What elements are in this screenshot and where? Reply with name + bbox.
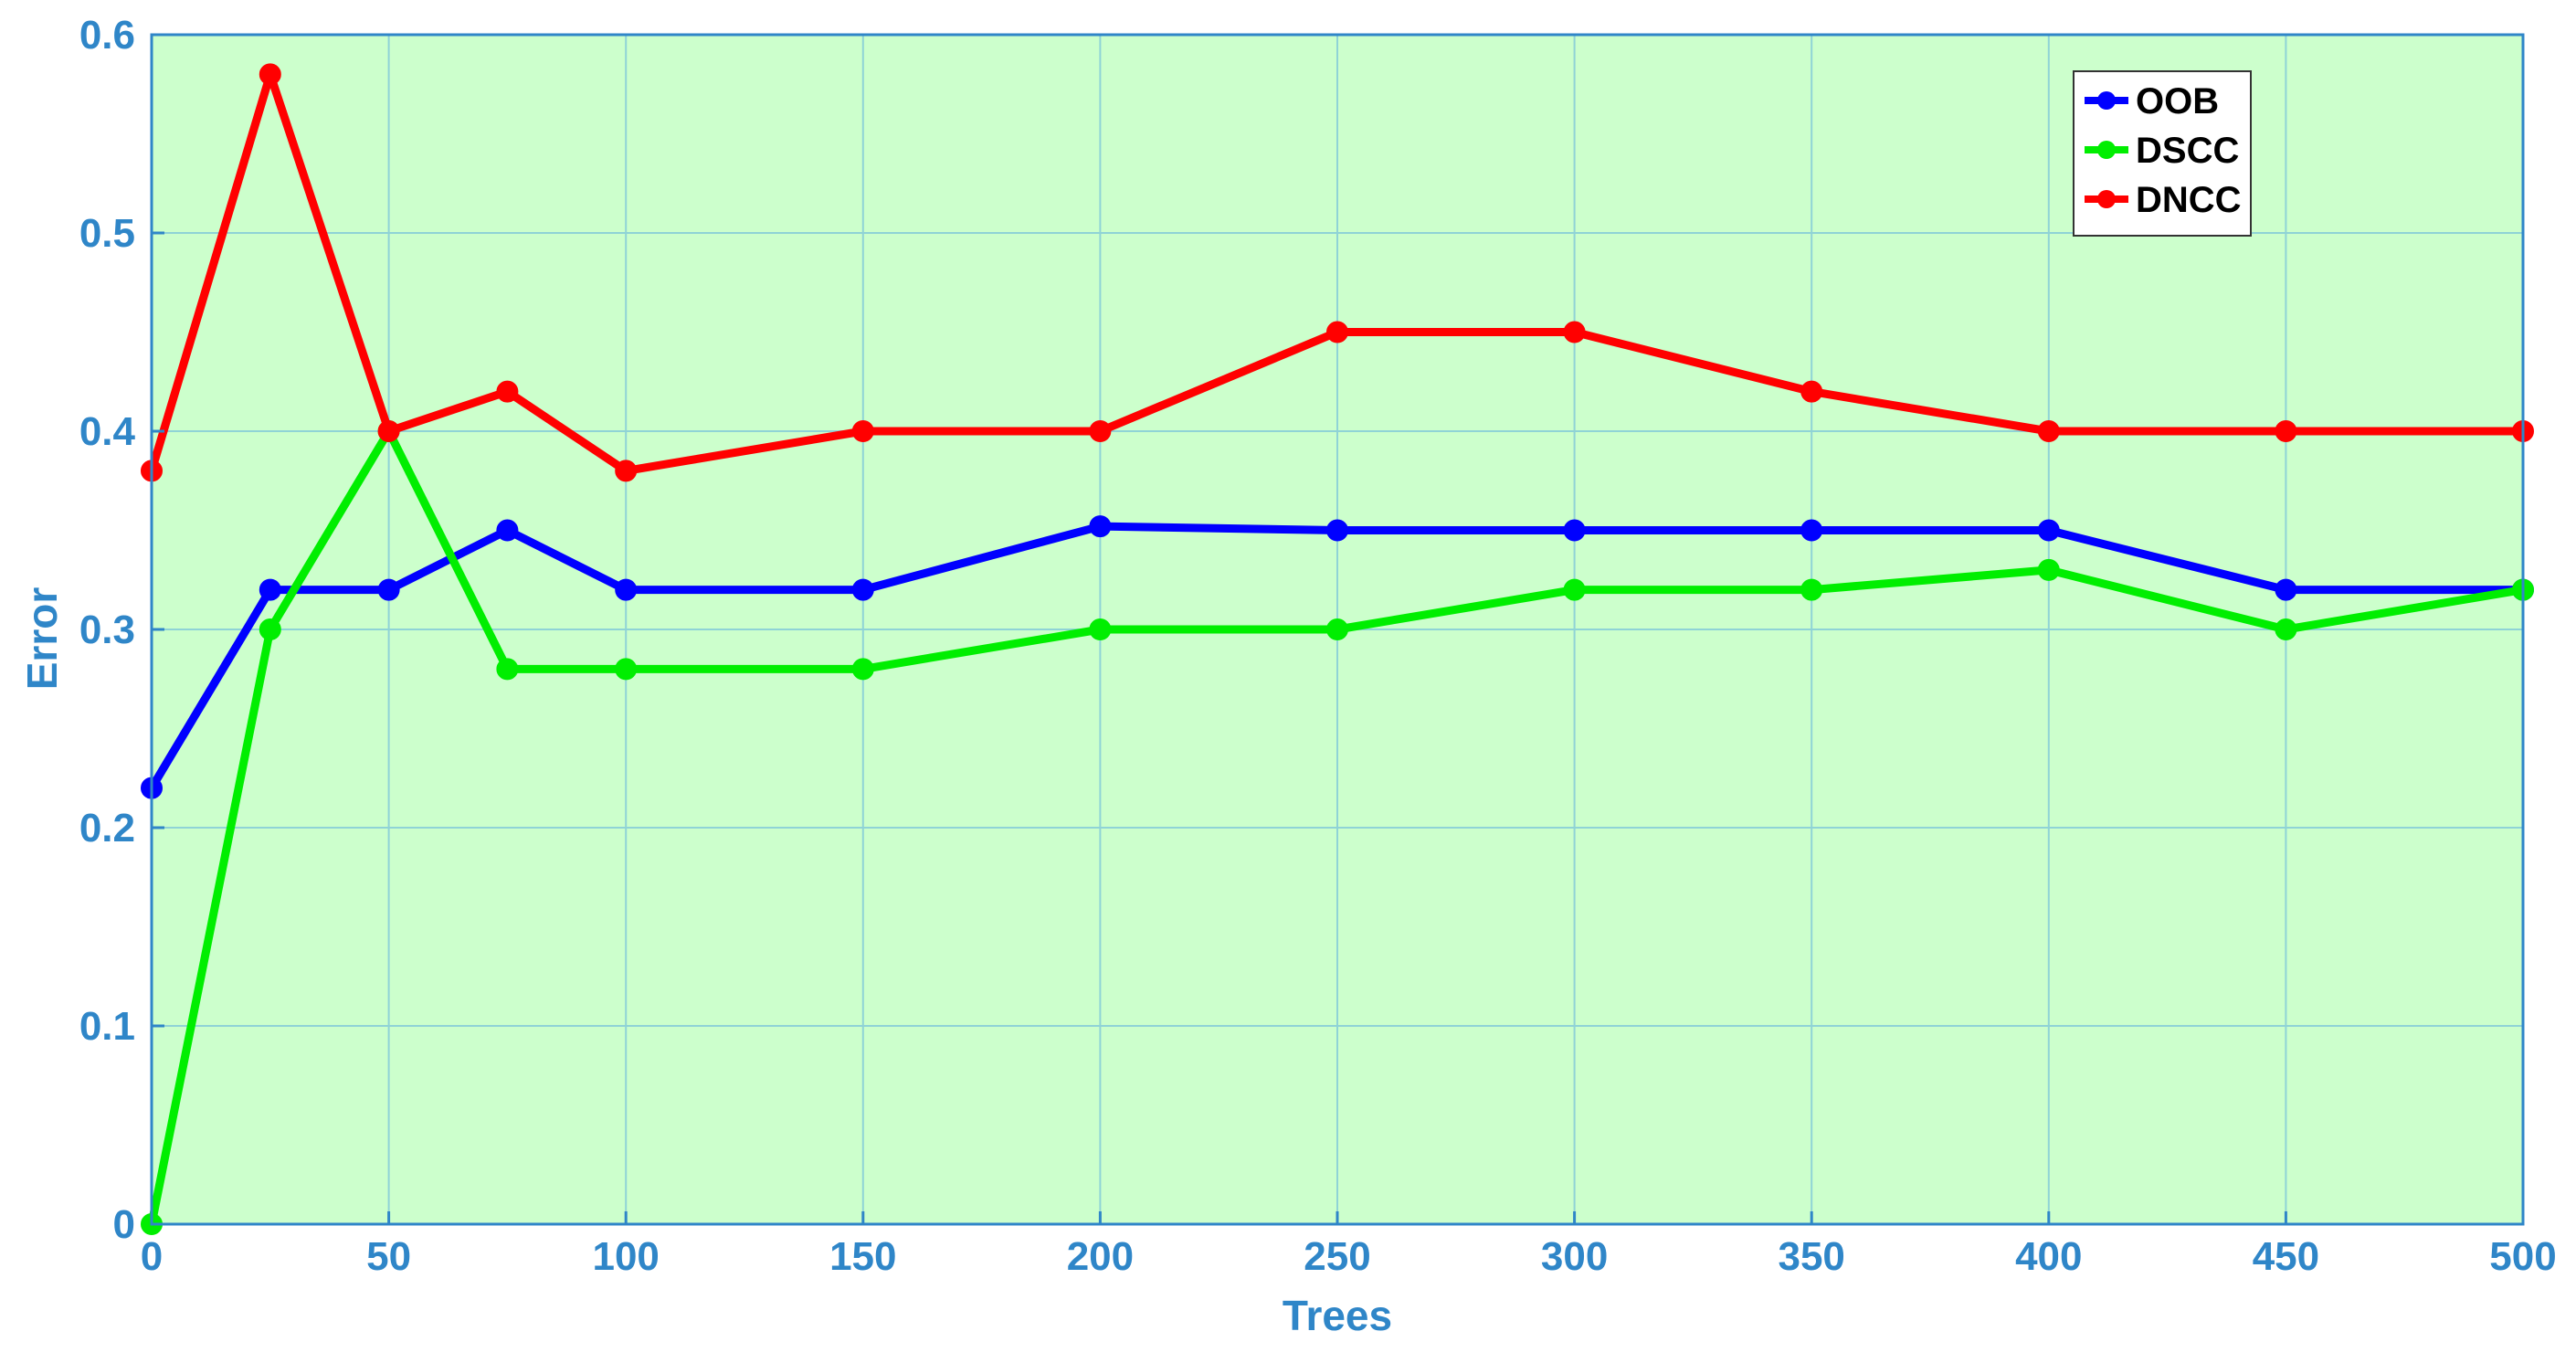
data-point-dncc: [615, 460, 638, 482]
y-tick-label: 0.6: [79, 13, 135, 58]
x-tick-label: 300: [1541, 1234, 1608, 1279]
data-point-dscc: [1563, 578, 1586, 601]
x-tick-label: 100: [592, 1234, 659, 1279]
data-point-dncc: [1326, 321, 1348, 343]
legend-swatch-marker: [2097, 91, 2116, 110]
y-axis: 0 0.1 0.2 0.3 0.4 0.5 0.6: [79, 13, 164, 1247]
legend-label: DSCC: [2136, 131, 2239, 171]
data-point-oob: [259, 578, 281, 601]
data-point-oob: [496, 519, 519, 542]
data-point-dscc: [1089, 618, 1112, 640]
x-tick-label: 200: [1067, 1234, 1134, 1279]
data-point-dncc: [851, 420, 874, 442]
x-tick-label: 500: [2489, 1234, 2556, 1279]
legend: OOB DSCC DNCC: [2073, 70, 2252, 237]
legend-item-oob: OOB: [2085, 81, 2219, 122]
data-point-oob: [1800, 519, 1823, 542]
data-point-oob: [2037, 519, 2060, 542]
data-point-oob: [1089, 515, 1112, 538]
series-dncc: [141, 63, 2534, 482]
data-point-dncc: [259, 63, 281, 86]
data-point-oob: [2275, 578, 2297, 601]
data-point-dscc: [259, 618, 281, 640]
data-point-oob: [377, 578, 400, 601]
y-axis-label: Error: [18, 587, 66, 691]
data-point-dncc: [377, 420, 400, 442]
data-point-dscc: [1800, 578, 1823, 601]
legend-label: OOB: [2136, 81, 2219, 122]
x-tick-label: 350: [1778, 1234, 1844, 1279]
data-point-oob: [851, 578, 874, 601]
data-point-dncc: [1089, 420, 1112, 442]
x-tick-label: 0: [141, 1234, 163, 1279]
y-tick-label: 0.5: [79, 211, 135, 256]
data-point-oob: [1326, 519, 1348, 542]
legend-item-dscc: DSCC: [2085, 131, 2239, 171]
data-point-oob: [615, 578, 638, 601]
data-point-dncc: [1800, 380, 1823, 403]
series-lines: [141, 63, 2534, 1235]
x-tick-label: 150: [829, 1234, 896, 1279]
y-tick-label: 0.3: [79, 608, 135, 652]
data-point-dscc: [2275, 618, 2297, 640]
y-tick-label: 0: [113, 1202, 135, 1247]
data-point-dncc: [2037, 420, 2060, 442]
x-axis-label: Trees: [1283, 1292, 1392, 1339]
y-tick-label: 0.4: [79, 409, 136, 454]
x-tick-label: 50: [366, 1234, 411, 1279]
data-point-dncc: [1563, 321, 1586, 343]
series-oob: [141, 515, 2534, 799]
data-point-dscc: [851, 658, 874, 681]
data-point-dncc: [496, 380, 519, 403]
data-point-dncc: [2275, 420, 2297, 442]
data-point-dscc: [1326, 618, 1348, 640]
x-tick-label: 450: [2253, 1234, 2319, 1279]
data-point-dscc: [496, 658, 519, 681]
legend-swatch-marker: [2097, 190, 2116, 208]
legend-swatch-marker: [2097, 141, 2116, 159]
data-point-dscc: [2037, 558, 2060, 581]
x-tick-label: 250: [1304, 1234, 1370, 1279]
y-tick-label: 0.2: [79, 806, 135, 851]
data-point-oob: [1563, 519, 1586, 542]
legend-label: DNCC: [2136, 180, 2242, 220]
x-tick-label: 400: [2015, 1234, 2082, 1279]
x-axis: 0 50 100 150 200 250 300 350 400 450 500: [141, 1211, 2557, 1279]
legend-item-dncc: DNCC: [2085, 180, 2242, 220]
data-point-dscc: [615, 658, 638, 681]
y-tick-label: 0.1: [79, 1004, 135, 1049]
